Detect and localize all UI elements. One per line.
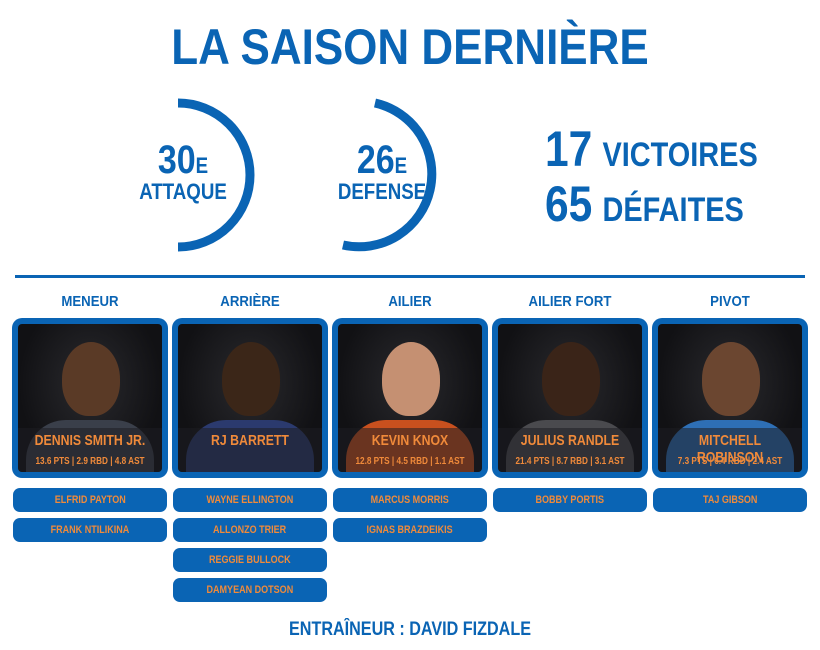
bench-player[interactable]: WAYNE ELLINGTON [173,488,327,512]
coach-label: ENTRAÎNEUR : DAVID FIZDALE [289,619,531,640]
attack-rank: 30E ATTAQUE [139,138,227,204]
player-name: DENNIS SMITH JR. [34,432,146,449]
bench-player[interactable]: IGNAS BRAZDEIKIS [333,518,487,542]
bench-player[interactable]: DAMYEAN DOTSON [173,578,327,602]
position-label-ailier-fort: AILIER FORT [528,293,612,310]
position-label-pivot: PIVOT [710,293,750,310]
wins-record: 17 VICTOIRES [545,121,758,177]
player-stats: 12.8 PTS | 4.5 RBD | 1.1 AST [355,456,465,467]
player-name: RJ BARRETT [211,432,289,449]
player-name: JULIUS RANDLE [520,432,620,449]
bench-player[interactable]: ELFRID PAYTON [13,488,167,512]
section-divider [15,275,805,278]
losses-record: 65 DÉFAITES [545,176,744,232]
player-stats: 7.3 PTS | 6.4 RBD | 2.4 AST [677,456,783,467]
defense-rank-ring [342,98,437,252]
position-label-ailier: AILIER [388,293,432,310]
bench-player[interactable]: REGGIE BULLOCK [173,548,327,572]
page-title: LA SAISON DERNIÈRE [171,19,649,75]
bench-player[interactable]: MARCUS MORRIS [333,488,487,512]
player-card-arriere[interactable]: RJ BARRETT [172,318,328,478]
player-stats: 21.4 PTS | 8.7 RBD | 3.1 AST [515,456,625,467]
player-card-ailier-fort[interactable]: JULIUS RANDLE 21.4 PTS | 8.7 RBD | 3.1 A… [492,318,648,478]
player-card-meneur[interactable]: DENNIS SMITH JR. 13.6 PTS | 2.9 RBD | 4.… [12,318,168,478]
bench-player[interactable]: TAJ GIBSON [653,488,807,512]
position-label-meneur: MENEUR [61,293,119,310]
attack-rank-ring [177,98,255,252]
player-stats: 13.6 PTS | 2.9 RBD | 4.8 AST [35,456,145,467]
player-photo: KEVIN KNOX 12.8 PTS | 4.5 RBD | 1.1 AST [338,324,482,472]
bench-player[interactable]: FRANK NTILIKINA [13,518,167,542]
defense-rank: 26E DEFENSE [337,138,427,204]
player-photo: MITCHELL ROBINSON 7.3 PTS | 6.4 RBD | 2.… [658,324,802,472]
player-card-pivot[interactable]: MITCHELL ROBINSON 7.3 PTS | 6.4 RBD | 2.… [652,318,808,478]
player-photo: JULIUS RANDLE 21.4 PTS | 8.7 RBD | 3.1 A… [498,324,642,472]
player-photo: RJ BARRETT [178,324,322,472]
player-name: KEVIN KNOX [371,432,449,449]
player-photo: DENNIS SMITH JR. 13.6 PTS | 2.9 RBD | 4.… [18,324,162,472]
position-label-arriere: ARRIÈRE [220,293,280,310]
player-name: MITCHELL ROBINSON [696,432,764,466]
bench-player[interactable]: ALLONZO TRIER [173,518,327,542]
bench-player[interactable]: BOBBY PORTIS [493,488,647,512]
player-card-ailier[interactable]: KEVIN KNOX 12.8 PTS | 4.5 RBD | 1.1 AST [332,318,488,478]
